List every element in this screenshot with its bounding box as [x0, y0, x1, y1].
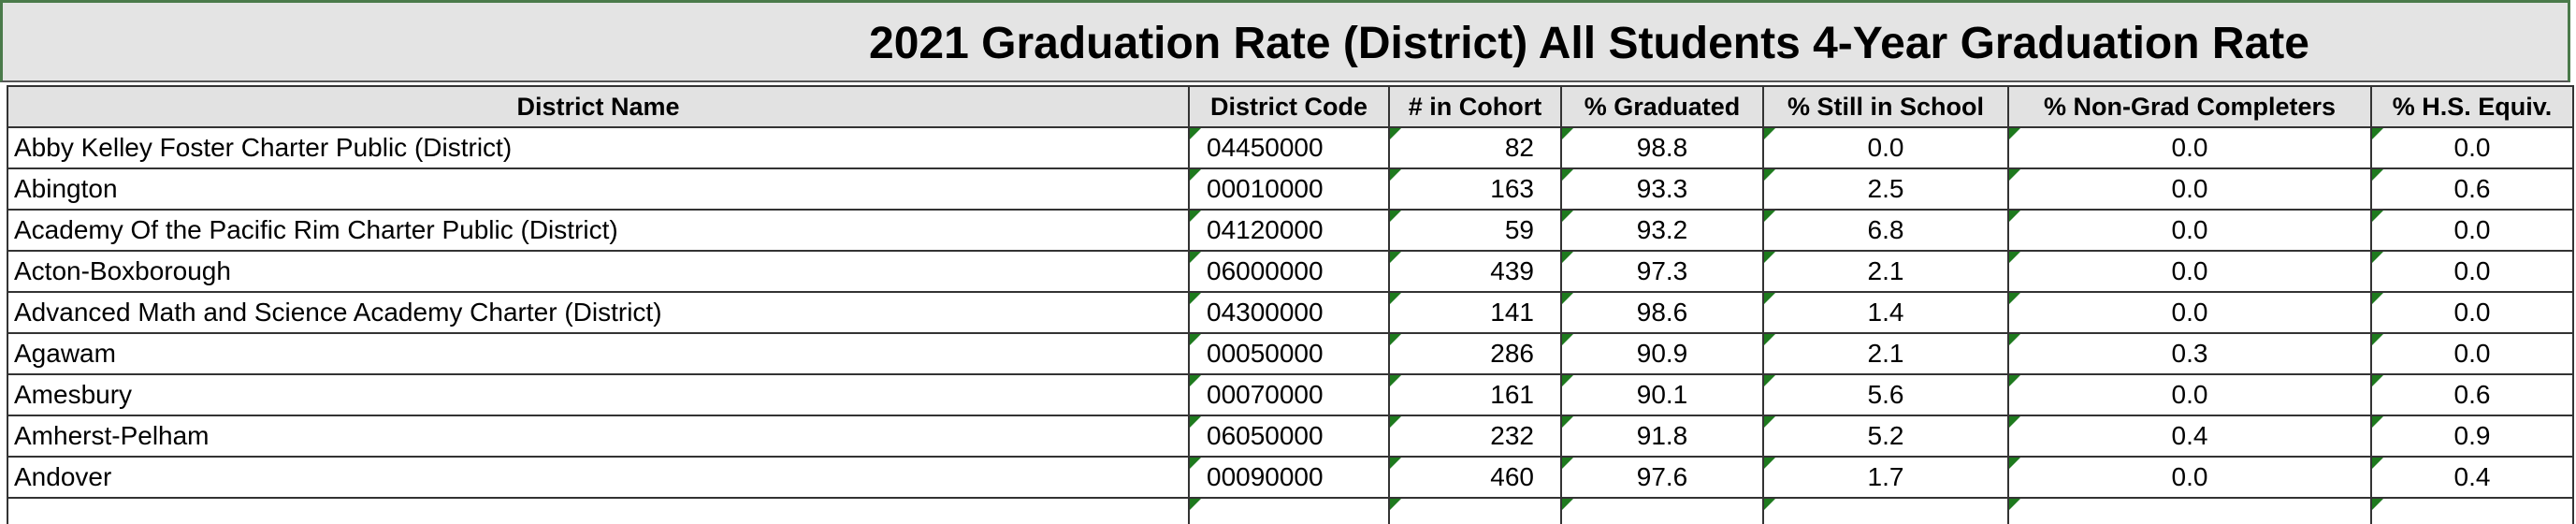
table-cell[interactable]: 00070000: [1188, 373, 1390, 416]
table-cell[interactable]: 6.8: [1762, 209, 2009, 252]
column-header[interactable]: District Code: [1188, 85, 1390, 128]
table-cell[interactable]: Academy Of the Pacific Rim Charter Publi…: [7, 209, 1190, 252]
column-header[interactable]: % Graduated: [1560, 85, 1764, 128]
data-table: District Name District Code # in Cohort% G…: [7, 85, 2574, 524]
table-cell[interactable]: 93.3: [1560, 167, 1764, 211]
table-cell[interactable]: 0.0: [2007, 291, 2372, 334]
table-cell[interactable]: 0.0: [2007, 209, 2372, 252]
table-cell[interactable]: 0.0: [2370, 332, 2574, 375]
empty-cell[interactable]: [2007, 497, 2372, 524]
table-cell[interactable]: 90.9: [1560, 332, 1764, 375]
table-cell[interactable]: 2.1: [1762, 332, 2009, 375]
table-cell[interactable]: Agawam: [7, 332, 1190, 375]
table-cell[interactable]: 00090000: [1188, 456, 1390, 499]
table-cell[interactable]: Andover: [7, 456, 1190, 499]
table-row: [7, 497, 2574, 524]
table-cell[interactable]: Amesbury: [7, 373, 1190, 416]
table-cell[interactable]: 0.0: [1762, 126, 2009, 169]
table-cell[interactable]: 286: [1388, 332, 1562, 375]
table-cell[interactable]: 93.2: [1560, 209, 1764, 252]
column-header[interactable]: # in Cohort: [1388, 85, 1562, 128]
table-cell[interactable]: 98.8: [1560, 126, 1764, 169]
table-cell[interactable]: 06000000: [1188, 250, 1390, 293]
table-cell[interactable]: 0.6: [2370, 373, 2574, 416]
table-cell[interactable]: 1.4: [1762, 291, 2009, 334]
table-cell[interactable]: 5.6: [1762, 373, 2009, 416]
table-cell[interactable]: 161: [1388, 373, 1562, 416]
table-cell[interactable]: Advanced Math and Science Academy Charte…: [7, 291, 1190, 334]
column-header[interactable]: % Still in School: [1762, 85, 2009, 128]
table-cell[interactable]: 97.3: [1560, 250, 1764, 293]
table-cell[interactable]: 460: [1388, 456, 1562, 499]
table-cell[interactable]: 0.0: [2007, 167, 2372, 211]
table-cell[interactable]: 0.4: [2370, 456, 2574, 499]
empty-cell[interactable]: [7, 497, 1190, 524]
title-bar: 2021 Graduation Rate (District) All Stud…: [0, 0, 2570, 82]
table-row: Agawam 00050000 286 90.9 2.1 0.3 0.0: [7, 332, 2574, 375]
table-cell[interactable]: 0.0: [2007, 373, 2372, 416]
table-row: Academy Of the Pacific Rim Charter Publi…: [7, 209, 2574, 252]
table-row: Amesbury 00070000 161 90.1 5.6 0.0 0.6: [7, 373, 2574, 416]
table-cell[interactable]: 2.5: [1762, 167, 2009, 211]
table-cell[interactable]: 59: [1388, 209, 1562, 252]
table-cell[interactable]: 163: [1388, 167, 1562, 211]
table-cell[interactable]: 0.0: [2370, 209, 2574, 252]
table-row: Abington 00010000 163 93.3 2.5 0.0 0.6: [7, 167, 2574, 211]
table-cell[interactable]: 98.6: [1560, 291, 1764, 334]
sheet-title: 2021 Graduation Rate (District) All Stud…: [869, 19, 2309, 68]
table-row: Amherst-Pelham 06050000 232 91.8 5.2 0.4 0.9: [7, 415, 2574, 458]
table-cell[interactable]: 0.0: [2007, 250, 2372, 293]
table-cell[interactable]: 0.4: [2007, 415, 2372, 458]
table-cell[interactable]: 232: [1388, 415, 1562, 458]
table-row: Advanced Math and Science Academy Charte…: [7, 291, 2574, 334]
table-row: Acton-Boxborough 06000000 439 97.3 2.1 0.0 0.0: [7, 250, 2574, 293]
table-row: Abby Kelley Foster Charter Public (Distr…: [7, 126, 2574, 169]
column-header[interactable]: District Name: [7, 85, 1190, 128]
table-cell[interactable]: 82: [1388, 126, 1562, 169]
table-cell[interactable]: 04300000: [1188, 291, 1390, 334]
table-cell[interactable]: 90.1: [1560, 373, 1764, 416]
empty-cell[interactable]: [2370, 497, 2574, 524]
table-cell[interactable]: Abington: [7, 167, 1190, 211]
empty-cell[interactable]: [1188, 497, 1390, 524]
table-cell[interactable]: 0.0: [2007, 456, 2372, 499]
header-row: District Name District Code # in Cohort% G…: [7, 85, 2574, 128]
table-cell[interactable]: 439: [1388, 250, 1562, 293]
table-cell[interactable]: 0.3: [2007, 332, 2372, 375]
table-cell[interactable]: 0.0: [2370, 291, 2574, 334]
table-cell[interactable]: Abby Kelley Foster Charter Public (Distr…: [7, 126, 1190, 169]
empty-cell[interactable]: [1762, 497, 2009, 524]
table-cell[interactable]: 00010000: [1188, 167, 1390, 211]
table-cell[interactable]: 2.1: [1762, 250, 2009, 293]
column-header[interactable]: % Non-Grad Completers: [2007, 85, 2372, 128]
table-cell[interactable]: 0.0: [2370, 126, 2574, 169]
table-cell[interactable]: 00050000: [1188, 332, 1390, 375]
table-cell[interactable]: 0.6: [2370, 167, 2574, 211]
table-cell[interactable]: 0.9: [2370, 415, 2574, 458]
table-cell[interactable]: 1.7: [1762, 456, 2009, 499]
table-cell[interactable]: 97.6: [1560, 456, 1764, 499]
table-cell[interactable]: 0.0: [2007, 126, 2372, 169]
table-cell[interactable]: 91.8: [1560, 415, 1764, 458]
column-header[interactable]: % H.S. Equiv.: [2370, 85, 2574, 128]
table-cell[interactable]: 5.2: [1762, 415, 2009, 458]
table-cell[interactable]: 06050000: [1188, 415, 1390, 458]
table-cell[interactable]: 04120000: [1188, 209, 1390, 252]
table-cell[interactable]: Acton-Boxborough: [7, 250, 1190, 293]
table-cell[interactable]: 141: [1388, 291, 1562, 334]
table-cell[interactable]: 04450000: [1188, 126, 1390, 169]
table-cell[interactable]: 0.0: [2370, 250, 2574, 293]
empty-cell[interactable]: [1388, 497, 1562, 524]
table-cell[interactable]: Amherst-Pelham: [7, 415, 1190, 458]
empty-cell[interactable]: [1560, 497, 1764, 524]
table-row: Andover 00090000 460 97.6 1.7 0.0 0.4: [7, 456, 2574, 499]
